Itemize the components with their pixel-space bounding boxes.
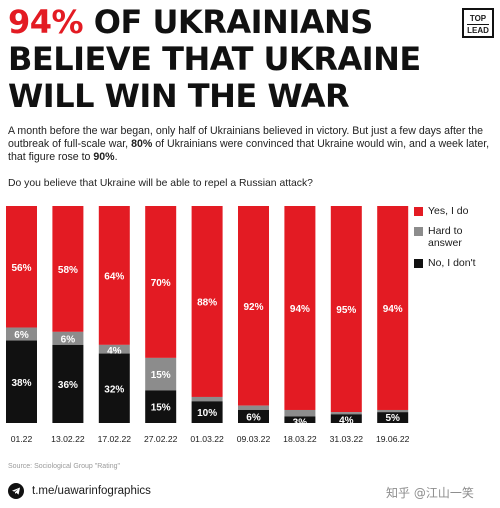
- headline-line-2: BELIEVE THAT UKRAINE: [8, 40, 421, 78]
- bar-segment-hard-3: [98, 344, 130, 354]
- headline-line-1: 94% OF UKRAINIANS: [8, 4, 448, 41]
- data-label-yes-8: 95%: [336, 305, 356, 316]
- headline-line-3: WILL WIN THE WAR: [8, 77, 350, 115]
- data-label-hard-1: 6%: [14, 330, 29, 341]
- bar-segment-no-3: [98, 353, 130, 423]
- legend-swatch-no: [414, 259, 423, 268]
- bar-segment-no-6: [238, 409, 269, 423]
- intro-text-2: of Ukrainians were convinced that Ukrain…: [8, 138, 490, 163]
- legend-swatch-hard: [414, 227, 423, 236]
- headline-line-1-rest: OF UKRAINIANS: [83, 3, 374, 41]
- legend-label-hard: Hard to answer: [428, 225, 463, 249]
- headline-percent: 94%: [8, 3, 84, 41]
- legend-swatch-yes: [414, 207, 423, 216]
- bar-segment-yes-8: [330, 206, 362, 413]
- x-tick-label-5: 01.03.22: [190, 434, 224, 444]
- telegram-handle: t.me/uawarinfographics: [32, 485, 151, 497]
- data-label-no-4: 15%: [151, 403, 171, 414]
- bar-segment-no-7: [284, 416, 316, 423]
- data-label-no-2: 36%: [58, 380, 78, 391]
- data-label-hard-2: 6%: [61, 334, 76, 345]
- bar-segment-yes-5: [191, 206, 223, 397]
- source-note: Source: Sociological Group "Rating": [8, 463, 120, 470]
- legend-label-no: No, I don't: [428, 257, 476, 269]
- data-label-no-8: 4%: [339, 415, 354, 426]
- bar-segment-hard-1: [6, 327, 37, 341]
- zhihu-watermark: 知乎 @江山一笑: [386, 486, 474, 500]
- chart-legend: Yes, I do Hard to answer No, I don't: [414, 205, 498, 277]
- data-label-no-3: 32%: [104, 384, 124, 395]
- x-tick-label-2: 13.02.22: [51, 434, 85, 444]
- data-label-yes-5: 88%: [197, 297, 217, 308]
- data-label-yes-6: 92%: [243, 302, 263, 313]
- data-label-no-7: 3%: [293, 417, 308, 428]
- data-label-no-6: 6%: [246, 412, 261, 423]
- bar-segment-hard-8: [330, 412, 362, 415]
- data-label-no-9: 5%: [385, 413, 400, 424]
- x-tick-label-1: 01.22: [11, 434, 33, 444]
- bar-segment-no-2: [52, 344, 84, 423]
- bar-segment-hard-6: [238, 405, 269, 410]
- data-label-hard-4: 15%: [151, 370, 171, 381]
- x-tick-label-6: 09.03.22: [237, 434, 271, 444]
- data-label-no-5: 10%: [197, 408, 217, 419]
- legend-label-yes: Yes, I do: [428, 205, 469, 217]
- intro-text-3: .: [114, 151, 118, 163]
- stacked-bar-chart: 56% 6% 38% 01.22 58% 6% 36% 13.02.22 64% 4% 32% 17.…: [6, 206, 410, 444]
- bar-segment-yes-7: [284, 206, 316, 410]
- telegram-icon: [8, 483, 24, 499]
- legend-item-no: No, I don't: [414, 257, 498, 269]
- telegram-link[interactable]: t.me/uawarinfographics: [8, 483, 151, 499]
- bar-segment-yes-6: [238, 206, 269, 406]
- x-tick-label-8: 31.03.22: [330, 434, 364, 444]
- bar-segment-hard-7: [284, 409, 316, 417]
- bar-segment-yes-3: [98, 206, 130, 345]
- top-lead-logo: TOP LEAD: [462, 8, 494, 38]
- data-label-yes-7: 94%: [290, 304, 310, 315]
- data-label-yes-4: 70%: [151, 278, 171, 289]
- x-tick-label-9: 19.06.22: [376, 434, 410, 444]
- bar-segment-no-4: [145, 390, 177, 423]
- bar-segment-yes-2: [52, 206, 84, 332]
- bar-segment-hard-5: [191, 396, 223, 402]
- data-label-yes-1: 56%: [11, 263, 31, 274]
- headline: 94% OF UKRAINIANS BELIEVE THAT UKRAINE W…: [8, 4, 448, 115]
- x-tick-label-3: 17.02.22: [98, 434, 132, 444]
- bar-segment-hard-2: [52, 331, 84, 345]
- bar-segment-no-1: [6, 340, 37, 423]
- bar-segment-hard-9: [377, 409, 409, 413]
- intro-paragraph: A month before the war began, only half …: [8, 125, 494, 164]
- bar-segment-yes-4: [145, 206, 177, 358]
- bar-segment-hard-4: [145, 357, 177, 391]
- data-label-no-1: 38%: [11, 378, 31, 389]
- legend-item-hard: Hard to answer: [414, 225, 498, 249]
- intro-highlight-90: 90%: [93, 151, 115, 163]
- bar-segment-yes-1: [6, 206, 37, 328]
- bar-segment-yes-9: [377, 206, 409, 410]
- legend-item-yes: Yes, I do: [414, 205, 498, 217]
- x-tick-label-7: 18.03.22: [283, 434, 317, 444]
- data-label-yes-3: 64%: [104, 271, 124, 282]
- intro-highlight-80: 80%: [131, 138, 153, 150]
- logo-lead-text: LEAD: [467, 26, 489, 35]
- data-label-hard-3: 4%: [107, 346, 122, 357]
- bar-segment-no-5: [191, 401, 223, 423]
- bar-segment-no-8: [330, 414, 362, 423]
- logo-top-text: TOP: [467, 13, 489, 25]
- survey-question: Do you believe that Ukraine will be able…: [8, 178, 313, 189]
- x-tick-label-4: 27.02.22: [144, 434, 178, 444]
- data-label-yes-2: 58%: [58, 265, 78, 276]
- bar-segment-no-9: [377, 412, 409, 423]
- intro-text-1: A month before the war began, only half …: [8, 125, 484, 150]
- data-label-yes-9: 94%: [383, 304, 403, 315]
